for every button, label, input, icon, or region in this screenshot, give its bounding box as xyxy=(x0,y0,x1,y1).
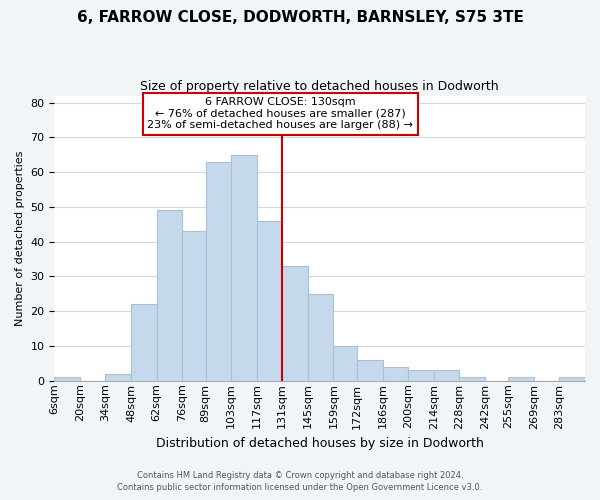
Bar xyxy=(257,221,283,381)
Bar xyxy=(131,304,157,381)
Bar xyxy=(459,378,485,381)
Bar xyxy=(334,346,357,381)
Bar xyxy=(408,370,434,381)
Bar xyxy=(106,374,131,381)
Bar xyxy=(157,210,182,381)
Y-axis label: Number of detached properties: Number of detached properties xyxy=(15,150,25,326)
Bar xyxy=(231,154,257,381)
Bar xyxy=(308,294,334,381)
Title: Size of property relative to detached houses in Dodworth: Size of property relative to detached ho… xyxy=(140,80,499,93)
Bar xyxy=(283,266,308,381)
Bar xyxy=(559,378,585,381)
Bar xyxy=(55,378,80,381)
Bar xyxy=(508,378,534,381)
X-axis label: Distribution of detached houses by size in Dodworth: Distribution of detached houses by size … xyxy=(156,437,484,450)
Bar xyxy=(434,370,459,381)
Text: 6, FARROW CLOSE, DODWORTH, BARNSLEY, S75 3TE: 6, FARROW CLOSE, DODWORTH, BARNSLEY, S75… xyxy=(77,10,523,25)
Bar xyxy=(182,231,206,381)
Bar xyxy=(206,162,231,381)
Bar xyxy=(383,367,408,381)
Bar xyxy=(357,360,383,381)
Text: Contains HM Land Registry data © Crown copyright and database right 2024.
Contai: Contains HM Land Registry data © Crown c… xyxy=(118,471,482,492)
Text: 6 FARROW CLOSE: 130sqm
← 76% of detached houses are smaller (287)
23% of semi-de: 6 FARROW CLOSE: 130sqm ← 76% of detached… xyxy=(148,98,413,130)
